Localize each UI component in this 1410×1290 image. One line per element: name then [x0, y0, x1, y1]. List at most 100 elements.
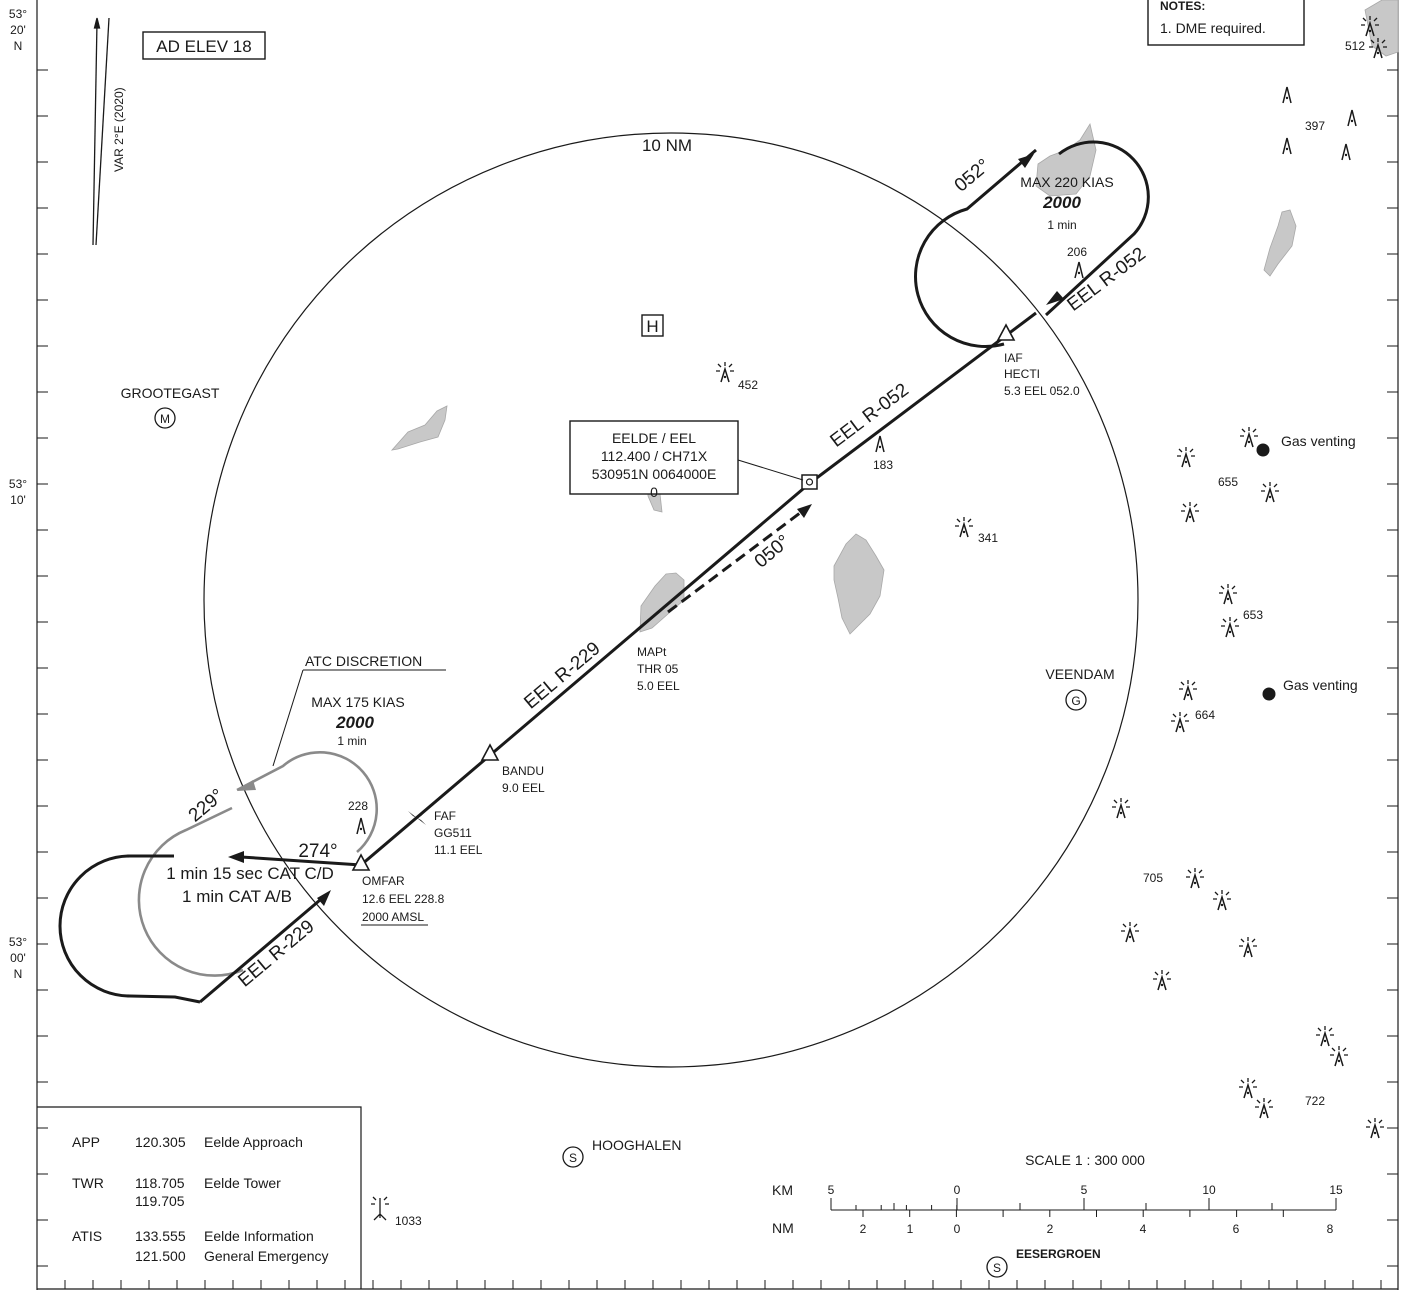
- radial-label-r229-low: EEL R-229: [234, 916, 318, 991]
- water-bodies: [390, 0, 1399, 635]
- lit-obstacle-icon: [1121, 922, 1139, 943]
- fix-hecti-l2: HECTI: [1004, 367, 1040, 381]
- holding-ne-arrow-in: [1046, 291, 1064, 305]
- holding-ne: [914, 140, 1150, 348]
- vor-name: EELDE / EEL: [612, 430, 696, 446]
- scale-nm-tick-6: 6: [1233, 1222, 1240, 1236]
- scale-bar: SCALE 1 : 300 000 KM NM 5 0 5 10 15 2 1 …: [772, 1152, 1343, 1236]
- lit-obstacle-icon: [1361, 16, 1379, 37]
- fix-hecti-l1: IAF: [1004, 351, 1023, 365]
- fix-bandu-symbol: [480, 743, 500, 761]
- scale-nm-tick-8: 8: [1327, 1222, 1334, 1236]
- lit-obstacle-icon: [1255, 1098, 1273, 1119]
- lit-obstacle-icon: [1239, 1078, 1257, 1099]
- place-eesergroen-symbol: S: [993, 1261, 1001, 1275]
- lit-obstacle-icon: [1177, 447, 1195, 468]
- scale-nm-tick-0: 0: [954, 1222, 961, 1236]
- gas-venting-dot: [1262, 687, 1276, 701]
- fix-faf-l1: FAF: [434, 809, 456, 823]
- lit-obstacle-icon: [1171, 712, 1189, 733]
- atc-discretion-label: ATC DISCRETION: [305, 653, 422, 669]
- obstacle-elev-512: 512: [1345, 39, 1365, 53]
- obstacle-elev-653: 653: [1243, 608, 1263, 622]
- comms-twr-freq2: 119.705: [135, 1193, 185, 1209]
- lat-20-min: 20': [10, 23, 26, 37]
- fix-faf-l3: 11.1 EEL: [434, 843, 483, 857]
- tall-obstacle-icon: [371, 1196, 389, 1221]
- variation-arrows: [92, 17, 110, 246]
- obstacle-elev-1033: 1033: [395, 1214, 422, 1228]
- variation-label: VAR 2°E (2020): [112, 87, 126, 172]
- comms-atis-station2: General Emergency: [204, 1248, 329, 1264]
- place-veendam-symbol: G: [1071, 694, 1080, 708]
- holding-ne-speed: MAX 220 KIAS: [1020, 174, 1113, 190]
- comms-app-freq: 120.305: [135, 1134, 186, 1150]
- fix-mapt-l1: MAPt: [637, 645, 667, 659]
- obstacle-icon: [875, 435, 885, 453]
- holding-sw-main: [58, 854, 362, 1004]
- comms-atis-freq2: 121.500: [135, 1248, 186, 1264]
- lat-00-hem: N: [14, 967, 23, 981]
- missed-approach-track-label: 050°: [751, 531, 795, 572]
- missed-approach-track: [667, 508, 805, 614]
- comms-table: APP 120.305 Eelde Approach TWR 118.705 1…: [37, 1106, 362, 1289]
- lit-obstacle-icon: [1239, 937, 1257, 958]
- chart-frame: [36, 0, 1399, 1290]
- notes-item: 1. DME required.: [1160, 20, 1266, 36]
- vor-elevation: 0: [650, 484, 658, 500]
- comms-atis-name: ATIS: [72, 1228, 102, 1244]
- holding-sw-atc: [137, 751, 379, 977]
- holding-ne-altitude: 2000: [1042, 193, 1081, 212]
- water-lake-east: [833, 533, 885, 635]
- lit-obstacle-icon: [1153, 970, 1171, 991]
- fix-faf-symbol: [408, 811, 426, 825]
- lit-obstacle-icon: [1213, 890, 1231, 911]
- water-channel-east: [1263, 209, 1297, 277]
- heliport-symbol: H: [641, 314, 664, 337]
- comms-atis-freq1: 133.555: [135, 1228, 186, 1244]
- lit-obstacle-icon: [1221, 617, 1239, 638]
- water-lake-west: [390, 405, 448, 451]
- holding-sw-altitude: 2000: [335, 713, 374, 732]
- gas-venting: Gas venting Gas venting: [1256, 433, 1358, 701]
- obstacle-elev-722: 722: [1305, 1094, 1325, 1108]
- fix-omfar-l2: 12.6 EEL 228.8: [362, 892, 445, 906]
- lit-obstacle-icon: [1181, 502, 1199, 523]
- gas-venting-label-1: Gas venting: [1281, 433, 1356, 449]
- obstacle-elev-228: 228: [348, 799, 368, 813]
- comms-app-name: APP: [72, 1134, 100, 1150]
- scale-nm-label: NM: [772, 1220, 794, 1236]
- vor-coordinates: 530951N 0064000E: [592, 466, 717, 482]
- obstacle-elevations: 512 397 206 452 183 341 655 653 664 705 …: [348, 39, 1365, 1228]
- fix-faf-l2: GG511: [434, 826, 472, 840]
- heliport-letter: H: [646, 317, 658, 336]
- lit-obstacle-icon: [1369, 38, 1387, 59]
- scale-title: SCALE 1 : 300 000: [1025, 1152, 1145, 1168]
- obstacle-icon: [1347, 109, 1357, 127]
- obstacle-icon: [356, 817, 366, 835]
- place-hooghalen-symbol: S: [569, 1151, 577, 1165]
- comms-twr-name: TWR: [72, 1175, 104, 1191]
- scale-nm-tick-2w: 2: [860, 1222, 867, 1236]
- scale-km-tick-10: 10: [1202, 1183, 1216, 1197]
- approach-track-r229: [360, 481, 811, 867]
- lit-obstacle-icon: [716, 362, 734, 383]
- scale-nm-tick-2: 2: [1047, 1222, 1054, 1236]
- comms-atis-station1: Eelde Information: [204, 1228, 314, 1244]
- holding-sw-cat-ab: 1 min CAT A/B: [182, 887, 292, 906]
- obstacle-symbols: [356, 16, 1387, 1221]
- fix-hecti-symbol: [996, 323, 1016, 341]
- range-ring-label: 10 NM: [642, 136, 692, 155]
- notes-title: NOTES:: [1160, 0, 1205, 13]
- latitude-labels: 53° 20' N 53° 10' 53° 00' N: [9, 7, 27, 981]
- lit-obstacle-icon: [1316, 1026, 1334, 1047]
- lat-20-hem: N: [14, 39, 23, 53]
- obstacle-icon: [1282, 86, 1292, 104]
- place-grootegast: GROOTEGAST: [121, 385, 220, 401]
- lat-10-min: 10': [10, 493, 26, 507]
- lit-obstacle-icon: [955, 517, 973, 538]
- lat-00-deg: 53°: [9, 935, 27, 949]
- missed-approach-arrow: [797, 504, 812, 518]
- fix-hecti-l3: 5.3 EEL 052.0: [1004, 384, 1080, 398]
